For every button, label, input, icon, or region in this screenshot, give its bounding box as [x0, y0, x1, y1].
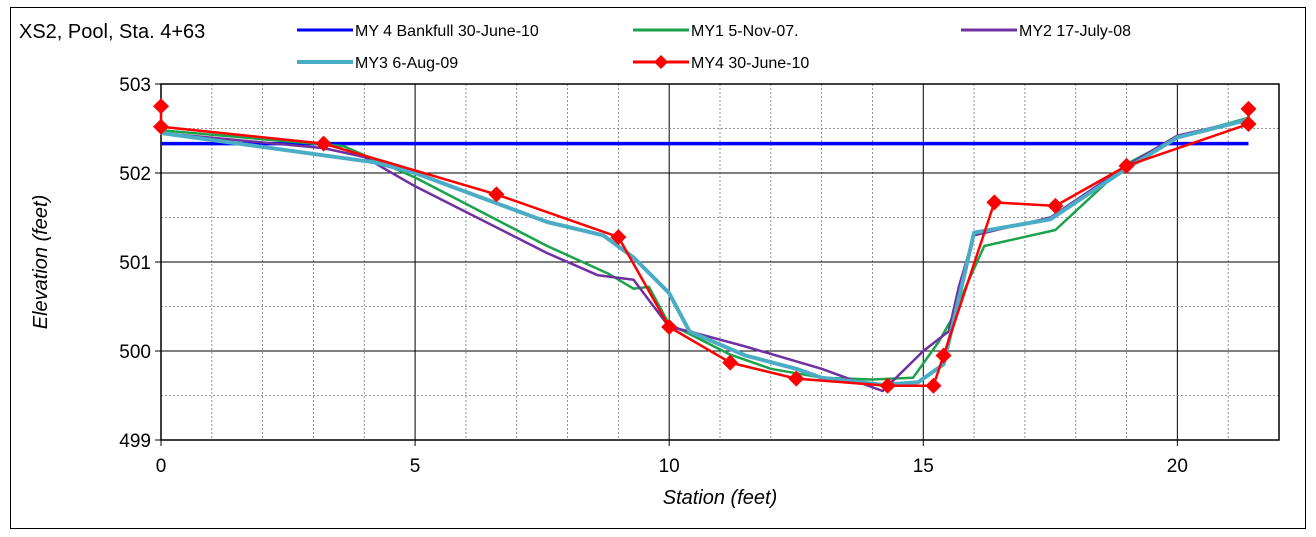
- series-line-my4-30-june-10: [159, 106, 1250, 387]
- tick-labels: 0 5 10 15 20 499 500 501 502 503: [119, 75, 1188, 477]
- data-point: [315, 135, 332, 152]
- legend-entry-my2-17-july-08: MY2 17-July-08: [961, 23, 1131, 40]
- y-tick-label: 503: [119, 75, 151, 96]
- elevation-chart: 0 5 10 15 20 499 500 501 502 503 XS2, Pool, Sta. …: [19, 21, 1280, 509]
- legend: MY 4 Bankfull 30-June-10 MY1 5-Nov-07. MY2…: [297, 23, 1131, 72]
- data-point: [153, 118, 169, 135]
- data-point: [925, 377, 942, 394]
- data-point: [879, 377, 896, 394]
- legend-label: MY4 30-June-10: [691, 55, 809, 72]
- data-point: [935, 347, 952, 364]
- y-tick-label: 501: [119, 253, 151, 274]
- series-lines: [153, 98, 1257, 394]
- data-point: [1047, 197, 1064, 214]
- y-axis-title: Elevation (feet): [30, 195, 52, 330]
- y-tick-label: 502: [119, 164, 151, 185]
- data-point: [788, 370, 805, 387]
- data-point: [1240, 116, 1257, 133]
- legend-label: MY 4 Bankfull 30-June-10: [355, 23, 539, 40]
- legend-label: MY2 17-July-08: [1019, 23, 1131, 40]
- data-point: [1118, 157, 1135, 174]
- legend-entry-my4-30-june-10: MY4 30-June-10: [633, 55, 809, 72]
- x-tick-label: 5: [410, 456, 421, 477]
- data-point: [1240, 100, 1257, 117]
- legend-label: MY1 5-Nov-07.: [691, 23, 799, 40]
- data-point: [986, 194, 1003, 211]
- legend-marker: [654, 55, 668, 69]
- legend-entry-my3-6-aug-09: MY3 6-Aug-09: [297, 55, 458, 72]
- data-point: [488, 186, 505, 203]
- x-tick-label: 20: [1167, 456, 1188, 477]
- data-point: [610, 229, 627, 246]
- series-line-my2-17-july-08: [160, 118, 1249, 393]
- x-axis-title: Station (feet): [663, 487, 778, 509]
- x-tick-label: 10: [659, 456, 680, 477]
- legend-label: MY3 6-Aug-09: [355, 55, 458, 72]
- series-line-my3-6-aug-09: [160, 117, 1249, 387]
- data-point: [153, 98, 169, 115]
- gridlines: [160, 83, 1280, 441]
- chart-title: XS2, Pool, Sta. 4+63: [19, 21, 205, 43]
- legend-entry-my1-5-nov-07: MY1 5-Nov-07.: [633, 23, 799, 40]
- y-tick-label: 499: [119, 431, 151, 452]
- x-tick-label: 0: [156, 456, 167, 477]
- data-point: [661, 318, 678, 335]
- data-point: [722, 354, 739, 371]
- legend-entry-my-4-bankfull-30-june-10: MY 4 Bankfull 30-June-10: [297, 23, 539, 40]
- chart-frame: 0 5 10 15 20 499 500 501 502 503 XS2, Pool, Sta. …: [10, 7, 1306, 529]
- x-tick-label: 15: [913, 456, 934, 477]
- y-tick-label: 500: [119, 342, 151, 363]
